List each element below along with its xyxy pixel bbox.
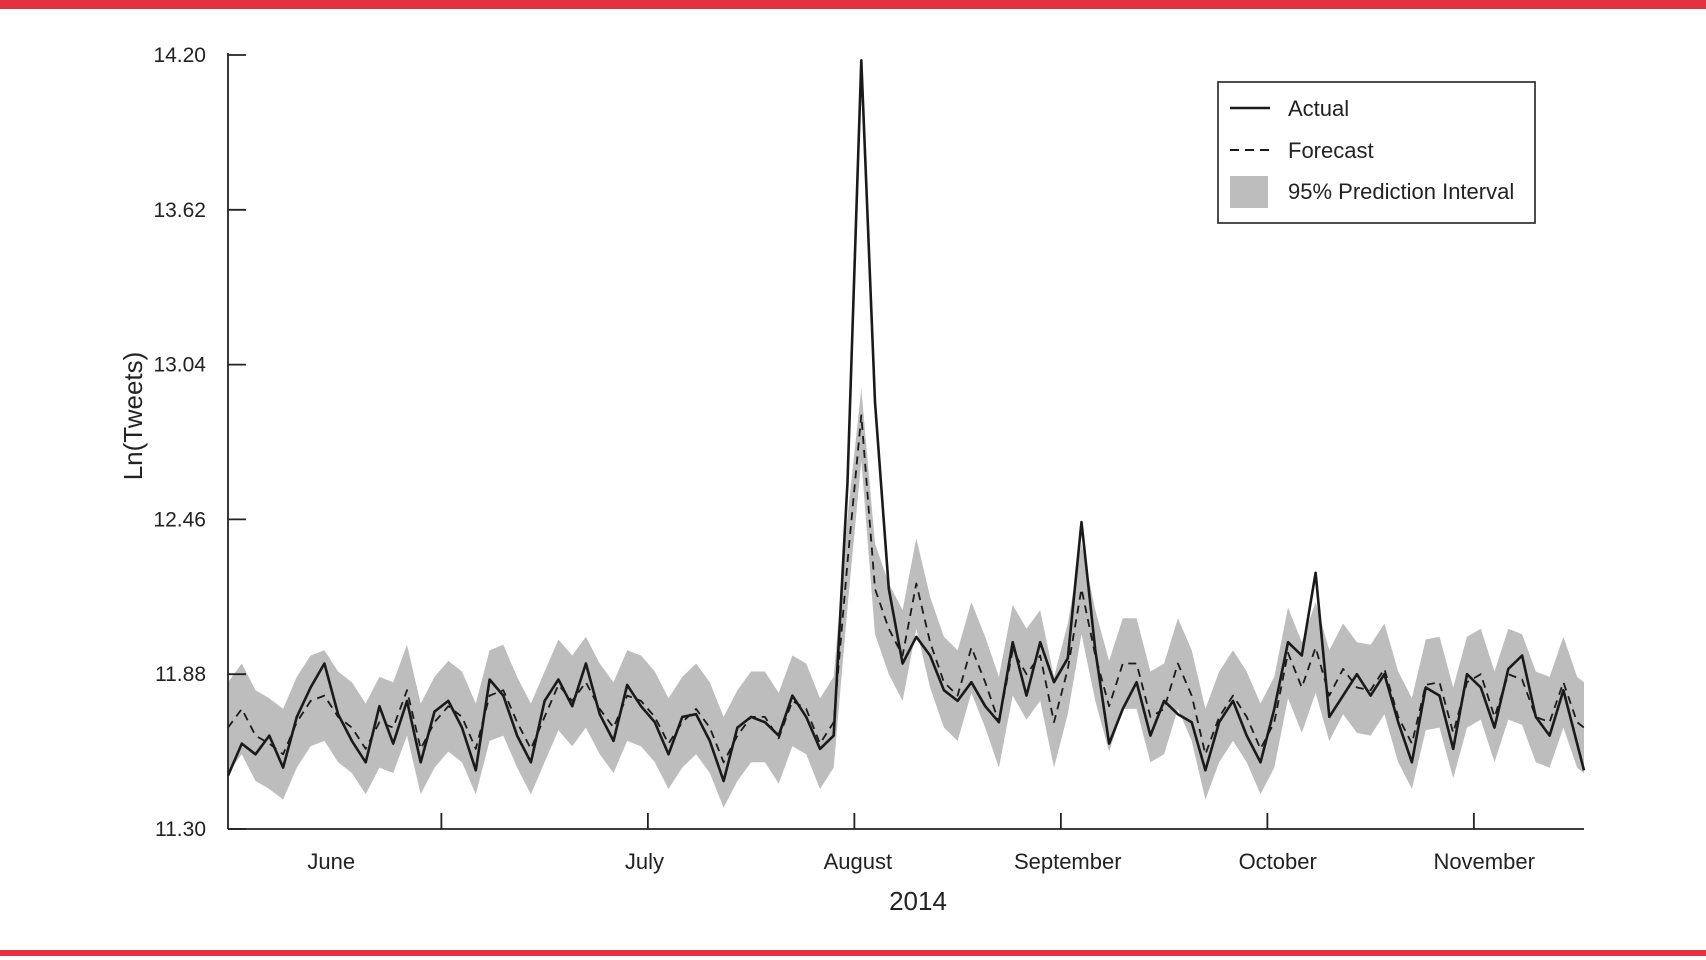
legend-box bbox=[1217, 81, 1536, 224]
prediction-interval-band bbox=[228, 388, 1584, 808]
series-line-actual bbox=[226, 58, 1586, 783]
x-tick-label-july: July bbox=[625, 849, 664, 874]
x-tick-label-october: October bbox=[1239, 849, 1317, 874]
y-tick-label: 11.88 bbox=[155, 663, 206, 686]
y-axis-title: Ln(Tweets) bbox=[118, 352, 148, 481]
y-tick-label: 14.20 bbox=[153, 44, 206, 67]
axis-layer: 14.20 13.62 13.04 12.46 11.88 11.30 June July Au… bbox=[153, 44, 1584, 874]
prediction-interval-layer bbox=[228, 388, 1584, 808]
x-axis-title: 2014 bbox=[889, 886, 947, 916]
x-tick-label-november: November bbox=[1433, 849, 1534, 874]
y-tick-label: 13.04 bbox=[153, 354, 206, 377]
legend-forecast-label: Forecast bbox=[1288, 138, 1374, 163]
bottom-accent-bar bbox=[0, 950, 1706, 956]
legend: Actual Forecast 95% Prediction Interval bbox=[1217, 81, 1536, 224]
y-tick-label: 11.30 bbox=[155, 818, 206, 841]
x-tick-label-august: August bbox=[824, 849, 893, 874]
y-tick-label: 13.62 bbox=[153, 199, 206, 222]
x-tick-label-june: June bbox=[307, 849, 355, 874]
series-layer bbox=[226, 58, 1586, 783]
legend-interval-swatch bbox=[1230, 176, 1268, 208]
legend-actual-label: Actual bbox=[1288, 96, 1349, 121]
y-tick-label: 12.46 bbox=[153, 508, 206, 531]
x-tick-label-september: September bbox=[1014, 849, 1122, 874]
top-accent-bar bbox=[0, 0, 1706, 9]
legend-interval-label: 95% Prediction Interval bbox=[1288, 179, 1514, 204]
